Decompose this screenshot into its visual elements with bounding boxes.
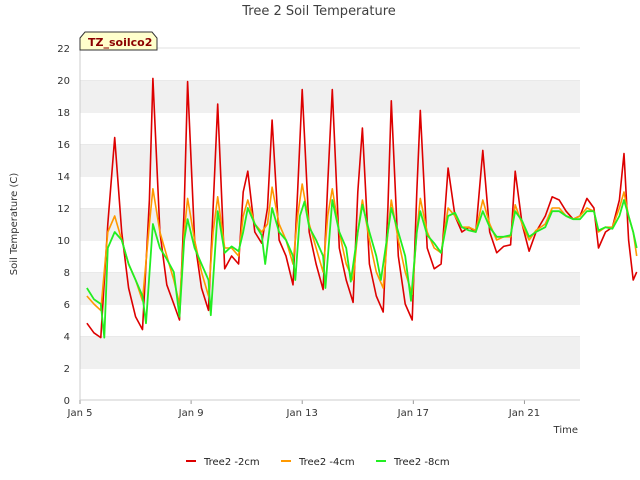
x-axis-ticks: Jan 5 Jan 9 Jan 13 Jan 17 Jan 21 (67, 400, 540, 419)
legend-label: Tree2 -4cm (298, 457, 355, 468)
y-tick-label: 16 (57, 140, 70, 151)
chart-title: Tree 2 Soil Temperature (241, 4, 396, 19)
y-tick-label: 14 (57, 172, 70, 183)
y-tick-label: 2 (64, 364, 70, 375)
series-lines (86, 77, 638, 339)
annotation-box: TZ_soilco2 (79, 31, 158, 51)
x-tick-label: Jan 13 (286, 408, 318, 419)
grid-band (80, 304, 580, 336)
y-axis-ticks: 0 2 4 6 8 10 12 14 16 18 20 22 (57, 44, 70, 407)
x-tick-label: Jan 9 (178, 408, 204, 419)
legend-label: Tree2 -8cm (393, 457, 450, 468)
y-tick-label: 22 (57, 44, 70, 55)
y-tick-label: 18 (57, 108, 70, 119)
legend: Tree2 -2cm Tree2 -4cm Tree2 -8cm (186, 457, 450, 468)
y-tick-label: 10 (57, 236, 70, 247)
y-tick-label: 6 (64, 300, 70, 311)
x-tick-label: Jan 5 (67, 408, 93, 419)
y-tick-label: 0 (64, 396, 70, 407)
series-line-tree2-8cm (86, 199, 638, 339)
legend-label: Tree2 -2cm (203, 457, 260, 468)
y-tick-label: 20 (57, 76, 70, 87)
y-tick-label: 4 (64, 332, 70, 343)
x-tick-label: Jan 21 (508, 408, 540, 419)
grid-band (80, 48, 580, 80)
y-tick-label: 8 (64, 268, 70, 279)
annotation-label: TZ_soilco2 (88, 36, 152, 49)
y-axis-label: Soil Temperature (C) (9, 173, 20, 276)
grid-band (80, 272, 580, 304)
x-axis-label: Time (553, 425, 578, 436)
x-tick-label: Jan 17 (397, 408, 429, 419)
grid-band (80, 336, 580, 368)
grid-band (80, 368, 580, 400)
grid-band (80, 240, 580, 272)
grid-band (80, 80, 580, 112)
annotation-box-shape (79, 31, 158, 51)
y-tick-label: 12 (57, 204, 70, 215)
